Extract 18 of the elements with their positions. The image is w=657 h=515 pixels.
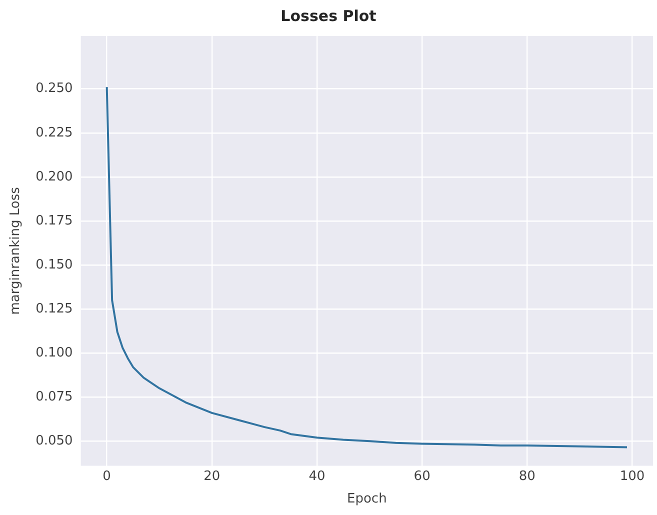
- y-tick-label: 0.150: [36, 257, 73, 272]
- x-axis-title: Epoch: [347, 492, 387, 507]
- y-axis-title: marginranking Loss: [8, 186, 24, 315]
- y-tick-label: 0.125: [36, 301, 73, 316]
- x-tick-label: 80: [518, 468, 536, 484]
- x-tick-label: 100: [620, 468, 645, 484]
- x-tick-label: 20: [204, 468, 220, 484]
- x-tick-label: 0: [102, 468, 111, 484]
- y-tick-label: 0.175: [36, 213, 73, 228]
- x-tick-label: 60: [414, 468, 430, 484]
- y-tick-label: 0.250: [36, 81, 73, 96]
- x-tick-label: 40: [308, 468, 326, 484]
- y-tick-label: 0.225: [36, 125, 73, 140]
- y-tick-label: 0.100: [36, 345, 73, 360]
- chart-title: Losses Plot: [280, 6, 376, 25]
- y-tick-label: 0.075: [36, 389, 73, 404]
- y-tick-label: 0.050: [36, 434, 73, 449]
- y-tick-label: 0.200: [36, 169, 73, 184]
